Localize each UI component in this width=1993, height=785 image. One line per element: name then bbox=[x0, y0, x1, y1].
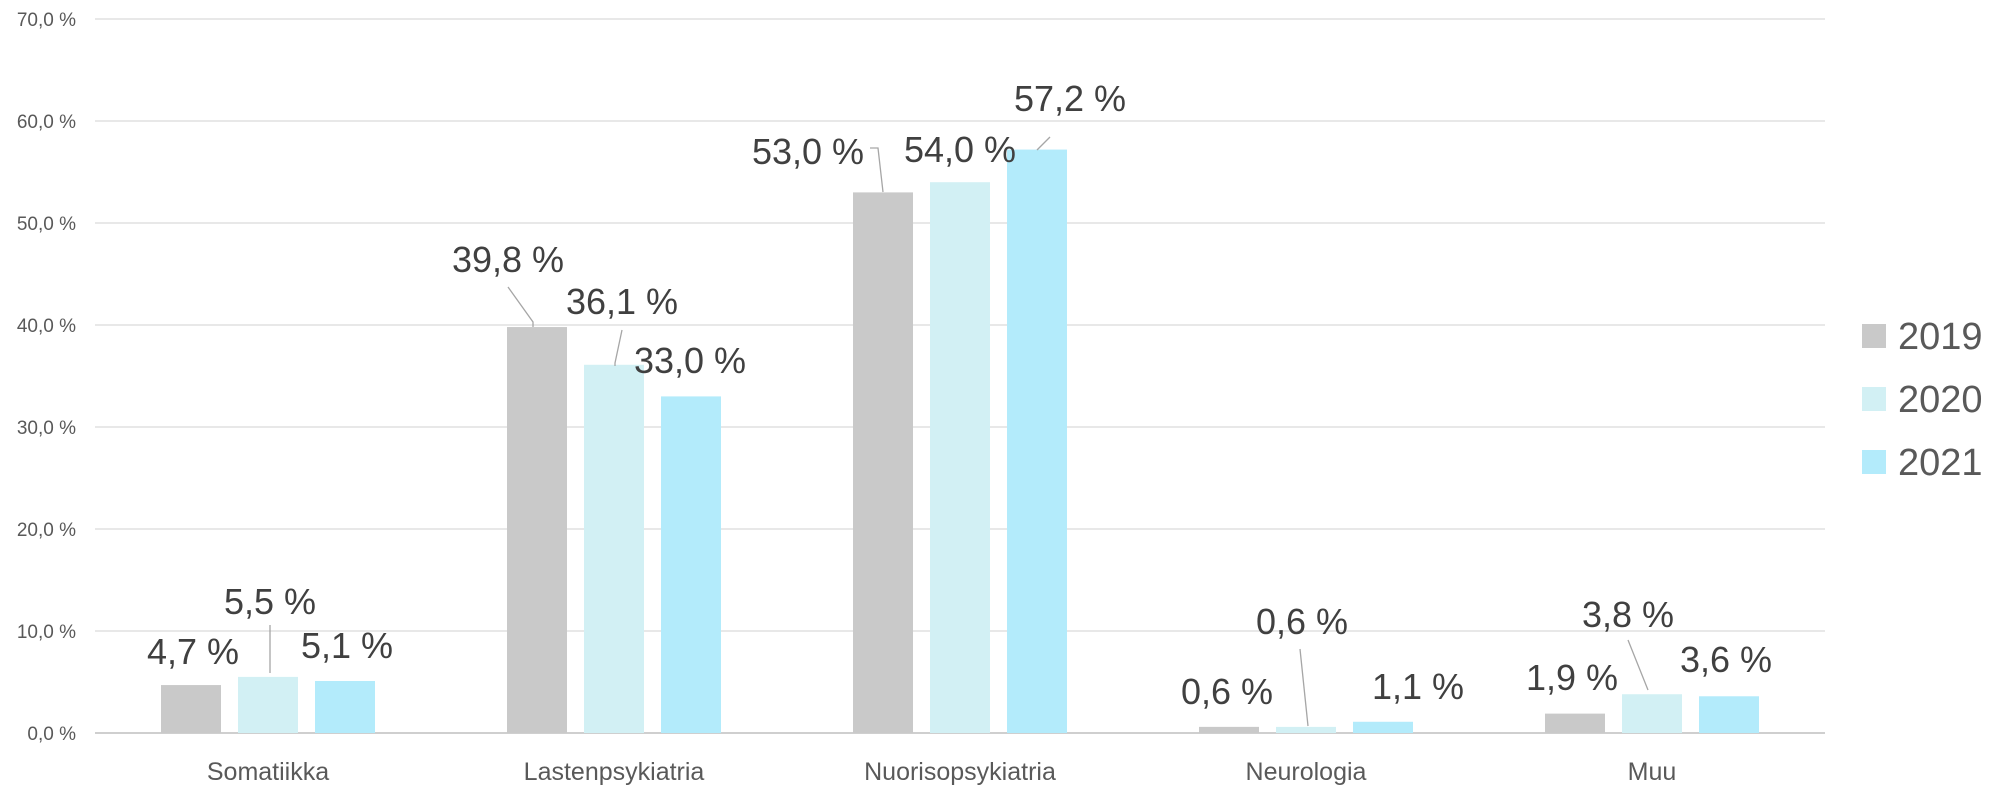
y-tick-label: 50,0 % bbox=[17, 214, 76, 235]
bar-2019-neurologia bbox=[1199, 726, 1259, 733]
category-label-nuorisopsykiatria: Nuorisopsykiatria bbox=[864, 758, 1056, 785]
category-label-somatiikka: Somatiikka bbox=[207, 758, 329, 785]
data-label-2021-muu: 3,6 % bbox=[1680, 639, 1772, 680]
legend-label-2020: 2020 bbox=[1898, 379, 1983, 421]
leader-line-2019-nuorisopsykiatria bbox=[870, 147, 884, 193]
data-label-2021-nuorisopsykiatria: 57,2 % bbox=[1014, 78, 1126, 119]
y-tick-label: 0,0 % bbox=[27, 724, 76, 745]
leader-line-2020-muu bbox=[1627, 639, 1649, 691]
category-labels: Somatiikka Lastenpsykiatria Nuorisopsykiat… bbox=[207, 758, 1676, 785]
bar-2020-muu bbox=[1622, 694, 1682, 733]
legend: 2019 2020 2021 bbox=[1862, 316, 1983, 484]
bar-2021-neurologia bbox=[1353, 721, 1413, 733]
leader-line-2019-lastenpsykiatria bbox=[507, 286, 534, 327]
data-label-2020-somatiikka: 5,5 % bbox=[224, 581, 316, 622]
bar-2020-somatiikka bbox=[238, 676, 298, 733]
bar-2019-lastenpsykiatria bbox=[507, 327, 567, 733]
data-label-2020-nuorisopsykiatria: 54,0 % bbox=[904, 129, 1016, 170]
y-tick-label: 70,0 % bbox=[17, 10, 76, 31]
category-label-lastenpsykiatria: Lastenpsykiatria bbox=[524, 758, 705, 785]
bar-2021-lastenpsykiatria bbox=[661, 396, 721, 733]
y-tick-label: 40,0 % bbox=[17, 316, 76, 337]
y-tick-label: 10,0 % bbox=[17, 622, 76, 643]
bar-2019-muu bbox=[1545, 713, 1605, 733]
data-label-2019-nuorisopsykiatria: 53,0 % bbox=[752, 131, 864, 172]
y-tick-label: 60,0 % bbox=[17, 112, 76, 133]
bar-2021-muu bbox=[1699, 696, 1759, 733]
legend-swatch-2019 bbox=[1862, 324, 1886, 348]
bar-2019-somatiikka bbox=[161, 685, 221, 733]
leader-line-2021-nuorisopsykiatria bbox=[1036, 136, 1051, 151]
data-label-2021-neurologia: 1,1 % bbox=[1372, 666, 1464, 707]
bar-2021-somatiikka bbox=[315, 680, 375, 733]
bar-2020-neurologia bbox=[1276, 726, 1336, 733]
data-labels: 4,7 % 39,8 % 53,0 % 0,6 % 1,9 % 5,5 % 36,1 % 54… bbox=[147, 78, 1772, 712]
data-label-2020-neurologia: 0,6 % bbox=[1256, 601, 1348, 642]
data-label-2021-lastenpsykiatria: 33,0 % bbox=[634, 340, 746, 381]
bar-2020-nuorisopsykiatria bbox=[930, 182, 990, 733]
data-label-2019-lastenpsykiatria: 39,8 % bbox=[452, 239, 564, 280]
bar-2020-lastenpsykiatria bbox=[584, 364, 644, 733]
data-label-2019-somatiikka: 4,7 % bbox=[147, 631, 239, 672]
legend-label-2019: 2019 bbox=[1898, 316, 1983, 358]
legend-label-2021: 2021 bbox=[1898, 442, 1983, 484]
legend-swatch-2020 bbox=[1862, 387, 1886, 411]
bar-2021-nuorisopsykiatria bbox=[1007, 149, 1067, 733]
data-label-2020-muu: 3,8 % bbox=[1582, 594, 1674, 635]
bars bbox=[161, 149, 1759, 733]
category-label-muu: Muu bbox=[1628, 758, 1677, 785]
y-tick-label: 30,0 % bbox=[17, 418, 76, 439]
bar-2019-nuorisopsykiatria bbox=[853, 192, 913, 733]
legend-swatch-2021 bbox=[1862, 450, 1886, 474]
leader-line-2020-lastenpsykiatria bbox=[614, 329, 623, 366]
label-leader-lines bbox=[269, 136, 1649, 727]
data-label-2021-somatiikka: 5,1 % bbox=[301, 625, 393, 666]
data-label-2019-muu: 1,9 % bbox=[1526, 657, 1618, 698]
leader-line-2020-neurologia bbox=[1299, 648, 1309, 727]
y-tick-label: 20,0 % bbox=[17, 520, 76, 541]
y-axis-ticks: 0,0 % 10,0 % 20,0 % 30,0 % 40,0 % 50,0 % 60,0 … bbox=[17, 10, 76, 745]
data-label-2019-neurologia: 0,6 % bbox=[1181, 671, 1273, 712]
data-label-2020-lastenpsykiatria: 36,1 % bbox=[566, 281, 678, 322]
category-label-neurologia: Neurologia bbox=[1246, 758, 1367, 785]
